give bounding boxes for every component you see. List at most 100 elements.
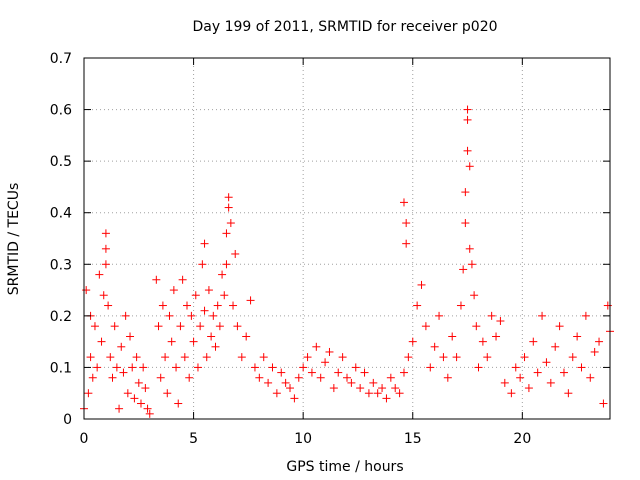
data-point: [108, 373, 117, 382]
data-point: [158, 301, 167, 310]
data-point: [95, 270, 104, 279]
data-point: [573, 332, 582, 341]
data-point: [141, 384, 150, 393]
data-point: [299, 363, 308, 372]
data-point: [222, 260, 231, 269]
data-point: [277, 368, 286, 377]
x-tick-label: 0: [80, 431, 89, 447]
data-point: [169, 286, 178, 295]
data-point: [156, 373, 165, 382]
data-point: [402, 219, 411, 228]
data-point: [136, 399, 145, 408]
data-point: [200, 306, 209, 315]
data-point: [465, 244, 474, 253]
data-point: [86, 353, 95, 362]
data-point: [97, 337, 106, 346]
data-point: [590, 347, 599, 356]
y-axis-label: SRMTID / TECUs: [6, 183, 22, 296]
data-point: [581, 311, 590, 320]
data-point: [465, 162, 474, 171]
data-point: [564, 389, 573, 398]
data-point: [555, 322, 564, 331]
data-point: [126, 332, 135, 341]
data-point: [185, 373, 194, 382]
data-point: [546, 378, 555, 387]
data-point: [154, 322, 163, 331]
data-point: [211, 342, 220, 351]
data-point: [382, 394, 391, 403]
data-point: [496, 317, 505, 326]
data-point: [152, 275, 161, 284]
data-point: [176, 322, 185, 331]
data-point: [325, 347, 334, 356]
data-point: [128, 363, 137, 372]
data-point: [161, 353, 170, 362]
data-point: [456, 301, 465, 310]
data-point: [483, 353, 492, 362]
data-point: [386, 373, 395, 382]
data-point: [196, 322, 205, 331]
data-point: [463, 115, 472, 124]
data-point: [360, 368, 369, 377]
data-point: [312, 342, 321, 351]
data-point: [268, 363, 277, 372]
data-point: [507, 389, 516, 398]
y-tick-label: 0.4: [50, 206, 72, 222]
data-point: [463, 105, 472, 114]
data-point: [533, 368, 542, 377]
x-tick-label: 15: [404, 431, 422, 447]
data-point: [145, 409, 154, 418]
data-point: [334, 368, 343, 377]
data-point: [139, 363, 148, 372]
y-tick-label: 0.3: [50, 257, 72, 273]
data-point: [529, 337, 538, 346]
data-point: [347, 378, 356, 387]
data-point: [172, 363, 181, 372]
data-point: [474, 363, 483, 372]
data-point: [130, 394, 139, 403]
data-point: [264, 378, 273, 387]
data-point: [391, 384, 400, 393]
data-point: [404, 353, 413, 362]
data-point: [542, 358, 551, 367]
data-point: [112, 363, 121, 372]
data-point: [538, 311, 547, 320]
y-tick-label: 0.7: [50, 51, 72, 67]
data-point: [294, 373, 303, 382]
data-point: [520, 353, 529, 362]
chart-title: Day 199 of 2011, SRMTID for receiver p02…: [192, 19, 497, 35]
data-point: [115, 404, 124, 413]
data-point: [500, 378, 509, 387]
data-point: [200, 239, 209, 248]
data-point: [463, 146, 472, 155]
data-point: [84, 389, 93, 398]
data-point: [246, 296, 255, 305]
data-point: [603, 301, 612, 310]
data-point: [123, 389, 132, 398]
data-point: [220, 291, 229, 300]
data-point: [378, 384, 387, 393]
x-tick-label: 20: [513, 431, 531, 447]
data-point: [351, 363, 360, 372]
data-point: [178, 275, 187, 284]
plot-frame: [83, 57, 611, 420]
data-point: [568, 353, 577, 362]
data-point: [467, 260, 476, 269]
data-point: [215, 322, 224, 331]
data-point: [599, 399, 608, 408]
data-point: [213, 301, 222, 310]
data-point: [218, 270, 227, 279]
data-point: [134, 378, 143, 387]
data-point: [222, 229, 231, 238]
data-point: [189, 337, 198, 346]
data-point: [121, 311, 130, 320]
data-point: [364, 389, 373, 398]
data-point: [104, 301, 113, 310]
data-point: [421, 322, 430, 331]
data-point: [187, 311, 196, 320]
data-point: [290, 394, 299, 403]
data-point: [250, 363, 259, 372]
data-point: [435, 311, 444, 320]
data-point: [198, 260, 207, 269]
data-point: [448, 332, 457, 341]
